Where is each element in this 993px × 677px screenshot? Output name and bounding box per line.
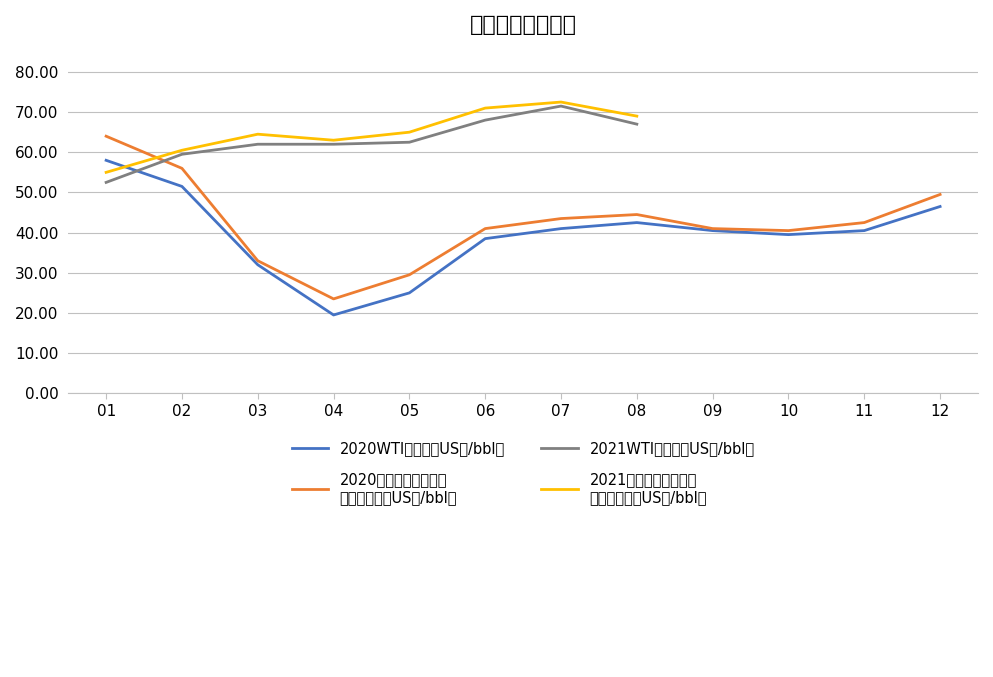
Title: 原油参考現物価格: 原油参考現物価格: [470, 15, 577, 35]
Legend: 2020WTI価格　（US＄/bbl）, 2020ドバイ・オマーン
平均価格　（US＄/bbl）, 2021WTI価格　（US＄/bbl）, 2021ドバイ・オ: 2020WTI価格 （US＄/bbl）, 2020ドバイ・オマーン 平均価格 （…: [292, 441, 755, 505]
